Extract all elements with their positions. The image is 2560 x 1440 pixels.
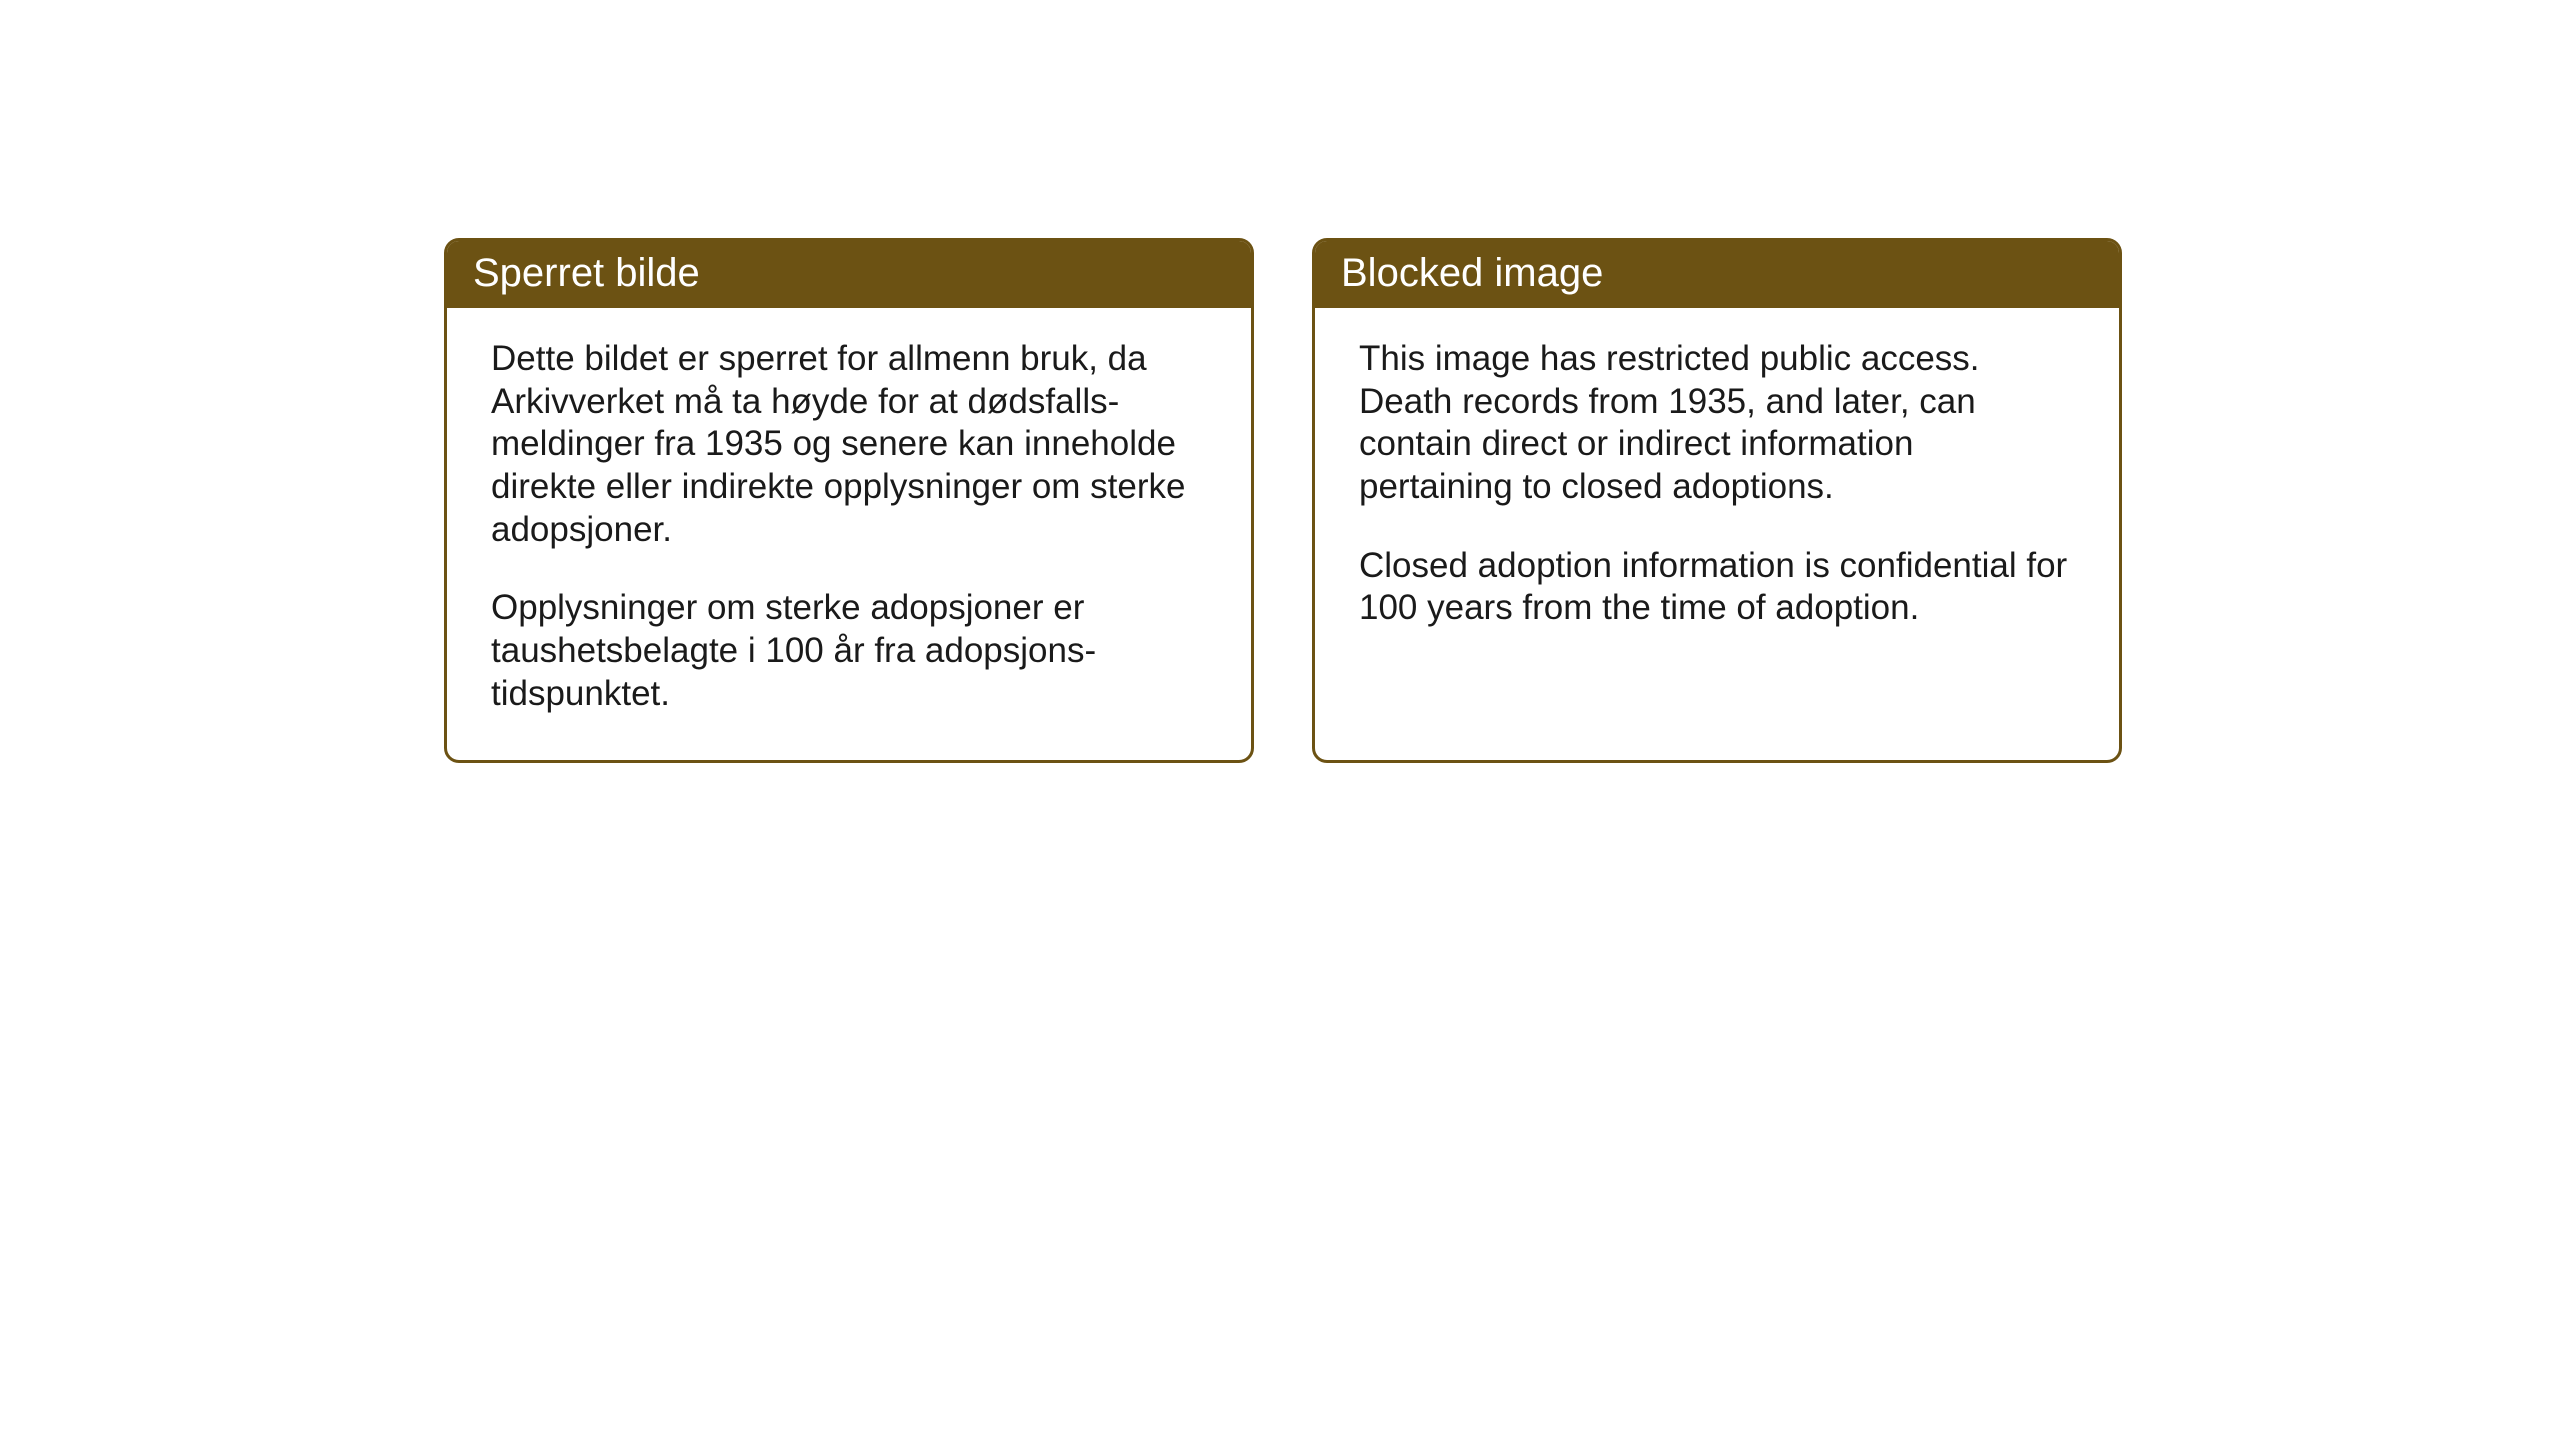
notice-paragraph: Dette bildet er sperret for allmenn bruk… bbox=[491, 338, 1207, 551]
notice-title: Sperret bilde bbox=[473, 251, 700, 295]
notice-paragraph: This image has restricted public access.… bbox=[1359, 338, 2075, 509]
notice-body: Dette bildet er sperret for allmenn bruk… bbox=[447, 308, 1251, 760]
notice-header: Blocked image bbox=[1315, 241, 2119, 308]
notice-header: Sperret bilde bbox=[447, 241, 1251, 308]
notice-body: This image has restricted public access.… bbox=[1315, 308, 2119, 674]
notice-box-norwegian: Sperret bilde Dette bildet er sperret fo… bbox=[444, 238, 1254, 763]
notice-paragraph: Opplysninger om sterke adopsjoner er tau… bbox=[491, 587, 1207, 715]
notice-title: Blocked image bbox=[1341, 251, 1603, 295]
notice-paragraph: Closed adoption information is confident… bbox=[1359, 545, 2075, 630]
notice-box-english: Blocked image This image has restricted … bbox=[1312, 238, 2122, 763]
notice-container: Sperret bilde Dette bildet er sperret fo… bbox=[444, 238, 2122, 763]
